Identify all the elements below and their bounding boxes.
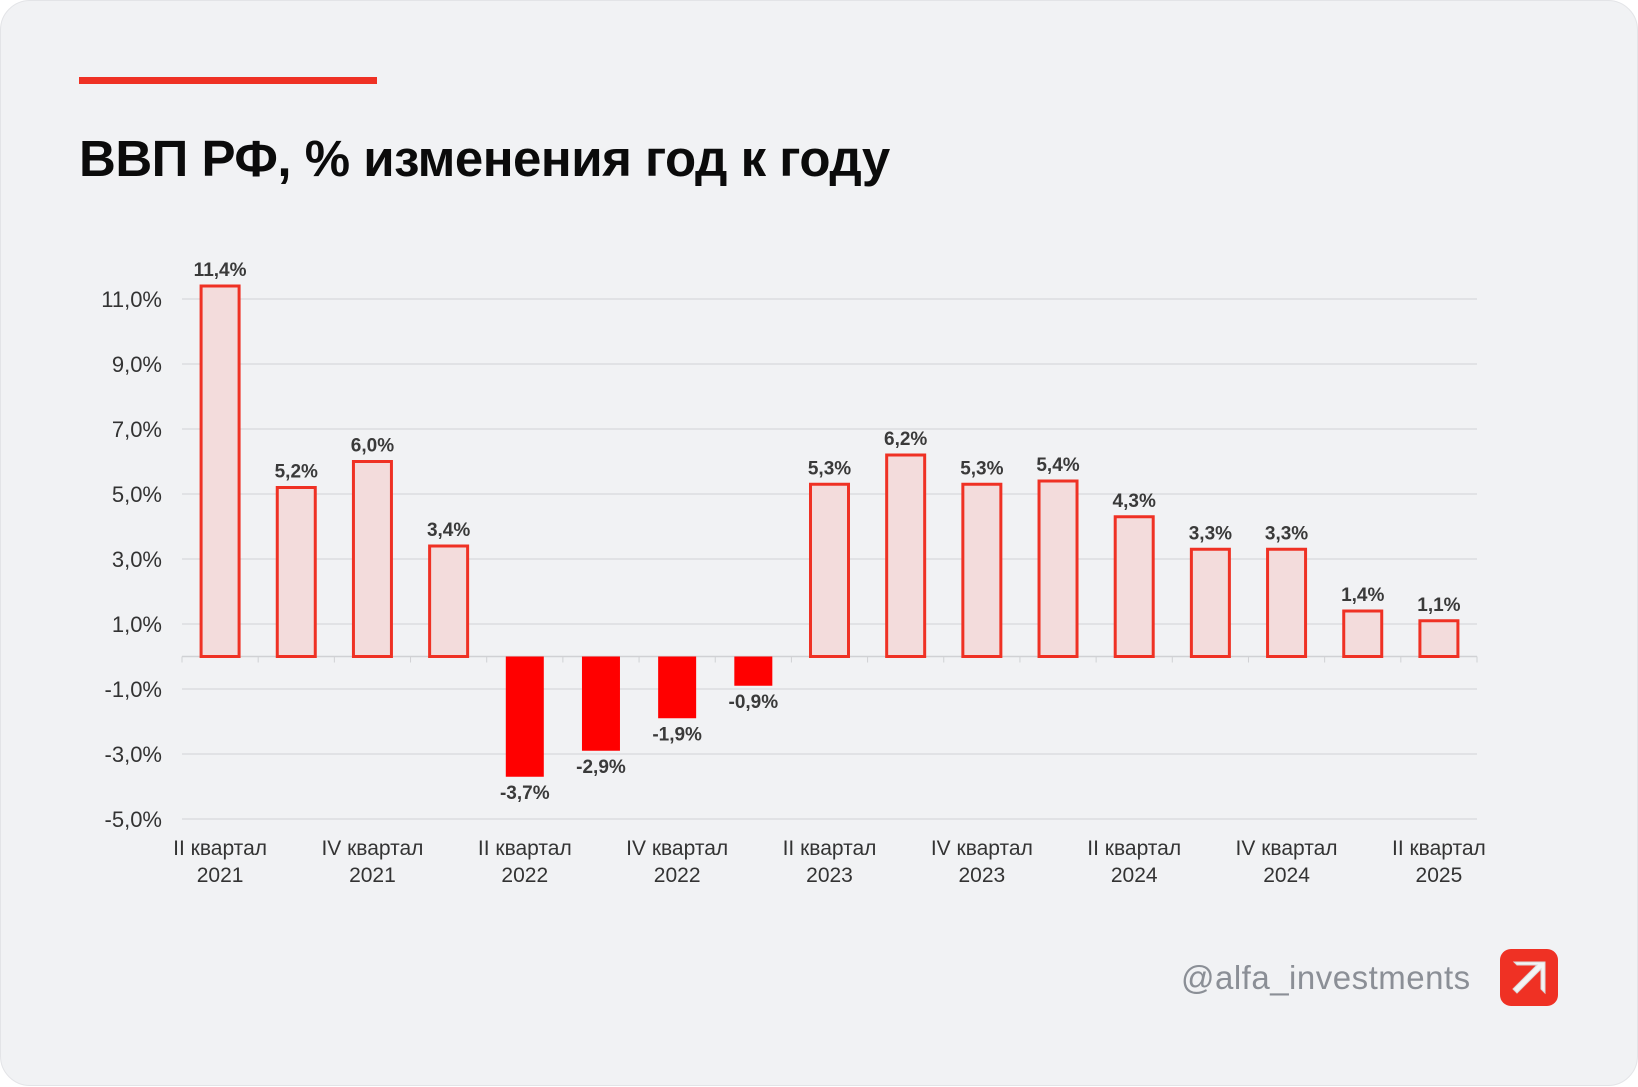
data-label: -2,9% bbox=[576, 757, 626, 778]
data-label: -1,9% bbox=[652, 724, 702, 745]
data-label: -3,7% bbox=[500, 783, 550, 804]
data-label: 1,1% bbox=[1417, 595, 1460, 616]
x-tick-label: 2025 bbox=[1416, 864, 1463, 887]
y-tick-label: 11,0% bbox=[101, 287, 162, 312]
bar bbox=[351, 460, 393, 658]
bar bbox=[1266, 547, 1308, 658]
x-tick-label: 2021 bbox=[349, 864, 396, 887]
x-tick-label: IV квартал bbox=[321, 837, 423, 860]
data-label: 5,3% bbox=[808, 458, 851, 479]
y-tick-label: 7,0% bbox=[112, 417, 162, 442]
data-label: 6,2% bbox=[884, 429, 927, 450]
bar bbox=[581, 656, 620, 751]
x-tick-label: 2022 bbox=[654, 864, 701, 887]
bar bbox=[1189, 547, 1231, 658]
bar bbox=[1418, 619, 1460, 658]
y-tick-label: 5,0% bbox=[112, 482, 162, 507]
data-label: -0,9% bbox=[729, 692, 779, 713]
data-label: 3,3% bbox=[1265, 523, 1308, 544]
watermark: @alfa_investments bbox=[1181, 959, 1471, 996]
bar bbox=[1113, 515, 1155, 658]
bar bbox=[961, 482, 1003, 658]
x-tick-label: 2023 bbox=[958, 864, 1005, 887]
bar bbox=[809, 482, 850, 658]
y-tick-label: -5,0% bbox=[105, 807, 162, 832]
x-tick-label: IV квартал bbox=[1236, 837, 1338, 860]
data-label: 3,3% bbox=[1189, 523, 1232, 544]
chart-title: ВВП РФ, % изменения год к году bbox=[79, 130, 890, 187]
bar bbox=[734, 656, 773, 686]
accent-bar bbox=[79, 77, 377, 84]
x-tick-label: 2023 bbox=[806, 864, 853, 887]
x-tick-label: II квартал bbox=[478, 837, 572, 860]
x-tick-label: 2024 bbox=[1263, 864, 1310, 887]
x-tick-label: 2024 bbox=[1111, 864, 1158, 887]
bar bbox=[1342, 609, 1384, 658]
x-tick-label: II квартал bbox=[783, 837, 877, 860]
bar bbox=[428, 544, 470, 658]
bar bbox=[275, 486, 317, 658]
x-tick-label: II квартал bbox=[1392, 837, 1486, 860]
bar bbox=[885, 453, 927, 658]
x-tick-label: 2021 bbox=[197, 864, 244, 887]
y-tick-label: -1,0% bbox=[105, 677, 162, 702]
x-tick-label: IV квартал bbox=[626, 837, 728, 860]
arrow-up-right-icon bbox=[1500, 949, 1558, 1006]
data-label: 5,3% bbox=[960, 458, 1003, 479]
data-label: 5,2% bbox=[275, 462, 318, 483]
data-label: 4,3% bbox=[1113, 491, 1156, 512]
data-label: 1,4% bbox=[1341, 585, 1384, 606]
x-tick-label: II квартал bbox=[1087, 837, 1181, 860]
x-tick-label: IV квартал bbox=[931, 837, 1033, 860]
data-label: 5,4% bbox=[1036, 455, 1079, 476]
x-tick-label: II квартал bbox=[173, 837, 267, 860]
bar bbox=[505, 656, 544, 777]
y-tick-label: 1,0% bbox=[112, 612, 162, 637]
bar bbox=[658, 656, 697, 719]
data-label: 3,4% bbox=[427, 520, 470, 541]
data-label: 6,0% bbox=[351, 436, 394, 457]
x-tick-label: 2022 bbox=[501, 864, 548, 887]
data-label: 11,4% bbox=[194, 260, 247, 281]
y-tick-label: -3,0% bbox=[105, 742, 162, 767]
y-tick-label: 9,0% bbox=[112, 352, 162, 377]
y-tick-label: 3,0% bbox=[112, 547, 162, 572]
bar bbox=[1037, 479, 1079, 658]
bar bbox=[199, 284, 241, 658]
